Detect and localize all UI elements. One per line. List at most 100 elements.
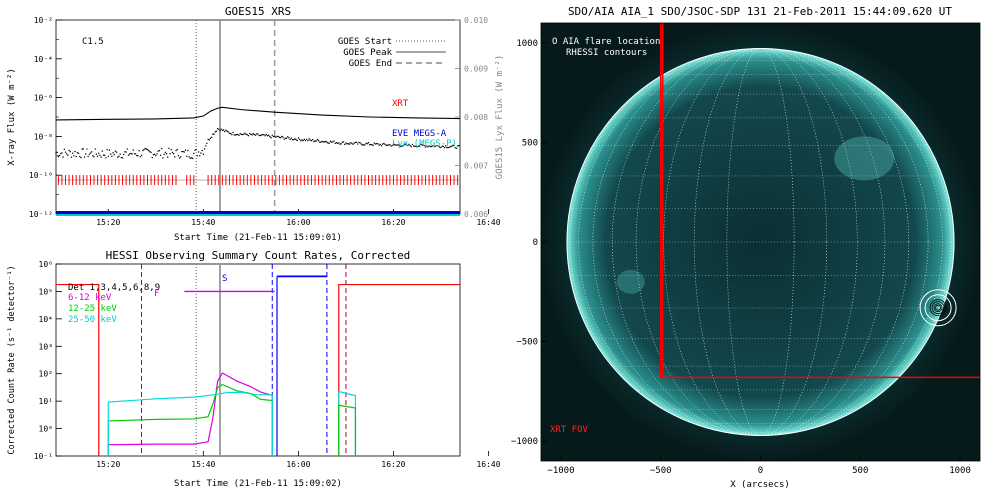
aia-ytick-label: −500: [516, 338, 538, 348]
goes-short-point: [142, 149, 144, 152]
goes-short-point: [385, 144, 388, 147]
goes-ytick-right-label: 0.006: [464, 210, 488, 219]
goes-short-point: [399, 145, 402, 148]
goes-short-point: [315, 140, 317, 142]
goes-short-point: [55, 152, 57, 154]
longitude-line: [611, 48, 910, 436]
hessi-ytick-label: 10¹: [39, 397, 53, 406]
goes-short-point: [213, 133, 215, 135]
goes-short-point: [133, 153, 136, 155]
goes-short-point: [240, 133, 243, 136]
goes-short-point: [131, 153, 133, 155]
goes-short-point: [132, 149, 134, 151]
goes-short-point: [430, 145, 433, 148]
hessi-red-segment: [338, 283, 460, 456]
goes-short-point: [391, 144, 393, 147]
goes-short-point: [109, 153, 112, 155]
goes-ytick-label: 10⁻⁶: [34, 94, 53, 103]
goes-ytick-right-label: 0.007: [464, 162, 488, 171]
goes-short-point: [327, 142, 329, 144]
goes-short-point: [76, 152, 79, 154]
goes-short-point: [310, 139, 313, 142]
goes-short-point: [175, 149, 177, 152]
goes-short-point: [384, 143, 386, 146]
goes-short-point: [424, 146, 427, 148]
xrt-label: XRT: [392, 99, 409, 109]
goes-ytick-right-label: 0.008: [464, 113, 488, 122]
goes-short-point: [75, 155, 77, 158]
goes-short-point: [382, 143, 384, 145]
aia-xlabel: X (arcsecs): [730, 480, 790, 490]
goes-short-point: [332, 141, 334, 143]
goes-short-point: [101, 150, 104, 152]
goes-short-point: [190, 157, 193, 159]
goes-short-point: [354, 141, 357, 144]
goes-short-point: [267, 134, 270, 137]
goes-short-point: [279, 136, 282, 139]
goes-short-point: [227, 131, 229, 133]
goes-short-point: [386, 144, 389, 147]
goes-short-point: [246, 134, 249, 136]
flag-s-label: S: [222, 274, 227, 284]
goes-short-point: [345, 142, 347, 144]
goes-short-point: [325, 140, 327, 143]
hessi-legend: Det 1,3,4,5,6,8,9 6-12 keV 12-25 keV 25-…: [68, 283, 160, 325]
goes-short-point: [290, 137, 292, 139]
goes-short-point: [149, 150, 151, 153]
goes-short-point: [361, 144, 364, 146]
goes-short-point: [308, 138, 310, 140]
goes-short-point: [195, 148, 197, 151]
goes-short-point: [82, 148, 85, 150]
goes-short-point: [191, 157, 194, 160]
aia-panel: SDO/AIA AIA_1 SDO/JSOC-SDP 131 21-Feb-20…: [511, 5, 981, 490]
goes-short-point: [181, 150, 183, 153]
goes-short-point: [87, 155, 89, 158]
goes-short-point: [58, 154, 61, 157]
goes-short-point: [203, 148, 206, 150]
rhessi-contour: [933, 303, 943, 313]
xrt-fov-box: [659, 23, 980, 379]
goes-short-point: [320, 141, 322, 143]
lya-label: Lyx (MEGS-P): [392, 139, 457, 149]
aia-legend-rhessi: RHESSI contours: [566, 48, 647, 58]
goes-short-point: [57, 155, 60, 158]
goes-short-point: [407, 144, 409, 147]
goes-short-point: [441, 145, 443, 147]
active-region: [616, 269, 645, 294]
aia-xtick-label: 500: [852, 466, 868, 476]
goes-short-point: [410, 145, 412, 148]
active-region: [834, 136, 895, 181]
goes-xtick-label: 15:20: [96, 218, 120, 227]
aia-title: SDO/AIA AIA_1 SDO/JSOC-SDP 131 21-Feb-20…: [568, 5, 952, 18]
goes-short-point: [126, 148, 128, 150]
goes-short-point: [445, 145, 447, 147]
goes-short-point: [263, 133, 265, 136]
goes-xtick-label: 16:40: [476, 218, 500, 227]
goes-short-point: [235, 134, 238, 136]
goes-short-point: [303, 138, 306, 141]
hessi-ytick-label: 10²: [39, 370, 53, 379]
goes-short-point: [65, 153, 68, 155]
goes-short-point: [56, 151, 58, 154]
hessi-panel: HESSI Observing Summary Count Rates, Cor…: [7, 249, 501, 489]
eve-label: EVE MEGS-A: [392, 129, 447, 139]
goes-axes: 10⁻¹² 10⁻¹⁰ 10⁻⁸ 10⁻⁶ 10⁻⁴ 10⁻² 0.006 0.007 0.00…: [29, 16, 501, 227]
goes-ytick-label: 10⁻¹⁰: [29, 171, 53, 180]
longitude-line: [578, 48, 943, 436]
goes-short-point: [372, 144, 374, 146]
goes-short-point: [275, 136, 277, 139]
goes-short-point: [194, 149, 196, 151]
goes-short-point: [247, 135, 250, 137]
goes-ytick-label: 10⁻⁸: [34, 132, 53, 141]
goes-short-point: [353, 142, 355, 144]
goes-short-point: [284, 137, 287, 140]
goes-short-point: [403, 143, 405, 145]
goes-short-point: [256, 133, 258, 135]
aia-ytick-label: 0: [533, 238, 538, 248]
goes-short-point: [333, 140, 335, 142]
goes-short-point: [229, 132, 232, 135]
goes-short-point: [397, 144, 399, 146]
goes-short-point: [289, 138, 291, 141]
goes-short-point: [226, 130, 228, 132]
